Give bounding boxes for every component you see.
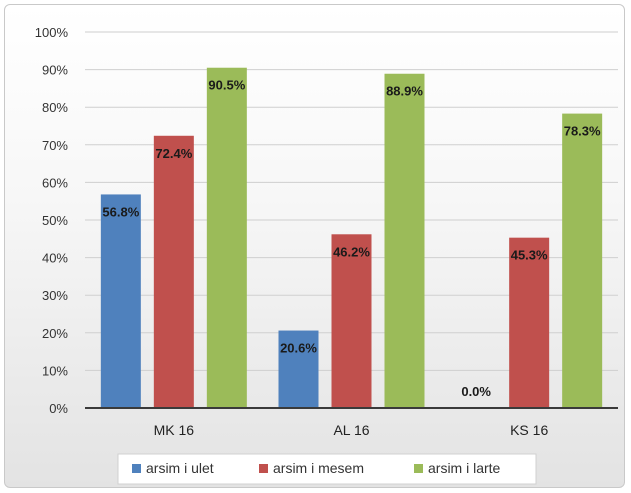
y-tick-label: 30% (42, 288, 68, 303)
data-label: 20.6% (280, 341, 317, 356)
legend-entry: arsim i larte (428, 460, 501, 476)
legend-box (117, 453, 537, 485)
data-label: 78.3% (564, 124, 601, 139)
data-label: 90.5% (208, 78, 245, 93)
legend-swatch (414, 464, 423, 473)
x-category-label: KS 16 (510, 422, 548, 438)
y-tick-label: 10% (42, 363, 68, 378)
legend-entry: arsim i ulet (146, 460, 214, 476)
data-label: 56.8% (102, 204, 139, 219)
data-label: 72.4% (155, 146, 192, 161)
legend-swatch (259, 464, 268, 473)
data-label: 88.9% (386, 84, 423, 99)
y-tick-label: 70% (42, 138, 68, 153)
y-tick-label: 0% (49, 401, 68, 416)
y-tick-label: 80% (42, 100, 68, 115)
bar (153, 135, 194, 408)
legend-entry: arsim i mesem (273, 460, 364, 476)
chart-frame: 0% 10% 20% 30% 40% 50% 60% 70% 80% 90% 100% 56.8% 72… (4, 4, 625, 488)
y-tick-label: 50% (42, 213, 68, 228)
bar-chart: 0% 10% 20% 30% 40% 50% 60% 70% 80% 90% 100% 56.8% 72… (35, 25, 618, 485)
data-label: 46.2% (333, 244, 370, 259)
data-label: 0.0% (461, 384, 491, 399)
bar (331, 234, 372, 408)
y-tick-label: 100% (35, 25, 69, 40)
bar (562, 113, 603, 408)
x-category-label: AL 16 (333, 422, 369, 438)
bar (384, 73, 425, 409)
y-tick-label: 60% (42, 175, 68, 190)
y-tick-label: 90% (42, 63, 68, 78)
bar (278, 330, 319, 408)
y-tick-label: 20% (42, 326, 68, 341)
y-tick-label: 40% (42, 251, 68, 266)
legend-swatch (132, 464, 141, 473)
bar (100, 194, 141, 408)
data-label: 45.3% (511, 248, 548, 263)
x-category-label: MK 16 (154, 422, 195, 438)
bar (509, 237, 550, 408)
bar (206, 67, 247, 408)
